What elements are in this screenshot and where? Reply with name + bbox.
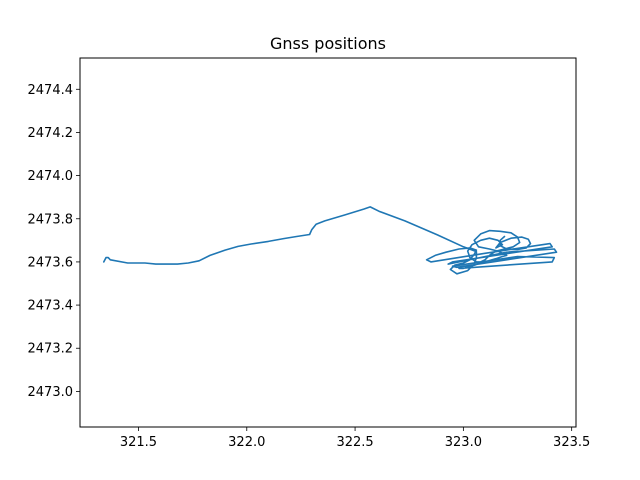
y-axis: 2473.0 2473.2 2473.4 2473.6 2473.8 2474.0 2474…	[28, 83, 80, 400]
y-tick-label: 2474.0	[28, 169, 74, 184]
x-axis: 321.5 322.0 322.5 323.0 323.5	[120, 427, 590, 450]
series-layer	[103, 206, 558, 275]
gnss-track-line	[103, 206, 558, 275]
y-tick-label: 2473.0	[28, 385, 74, 400]
x-tick-label: 323.5	[553, 435, 590, 450]
y-tick-label: 2473.2	[28, 342, 74, 357]
x-tick-label: 322.5	[336, 435, 373, 450]
plot-area: 321.5 322.0 322.5 323.0 323.5 2473.02473.224…	[28, 57, 590, 450]
y-tick-label: 2473.4	[28, 299, 74, 314]
y-tick-label: 2473.8	[28, 212, 74, 227]
plot-background	[80, 58, 576, 427]
x-tick-label: 322.0	[228, 435, 265, 450]
y-tick-label: 2474.4	[28, 83, 74, 98]
y-tick-label: 2473.6	[28, 255, 74, 270]
chart-title: Gnss positions	[270, 34, 386, 53]
x-tick-label: 321.5	[120, 435, 157, 450]
x-tick-label: 323.0	[445, 435, 482, 450]
y-tick-label: 2474.2	[28, 126, 74, 141]
plot-frame	[79, 57, 577, 428]
